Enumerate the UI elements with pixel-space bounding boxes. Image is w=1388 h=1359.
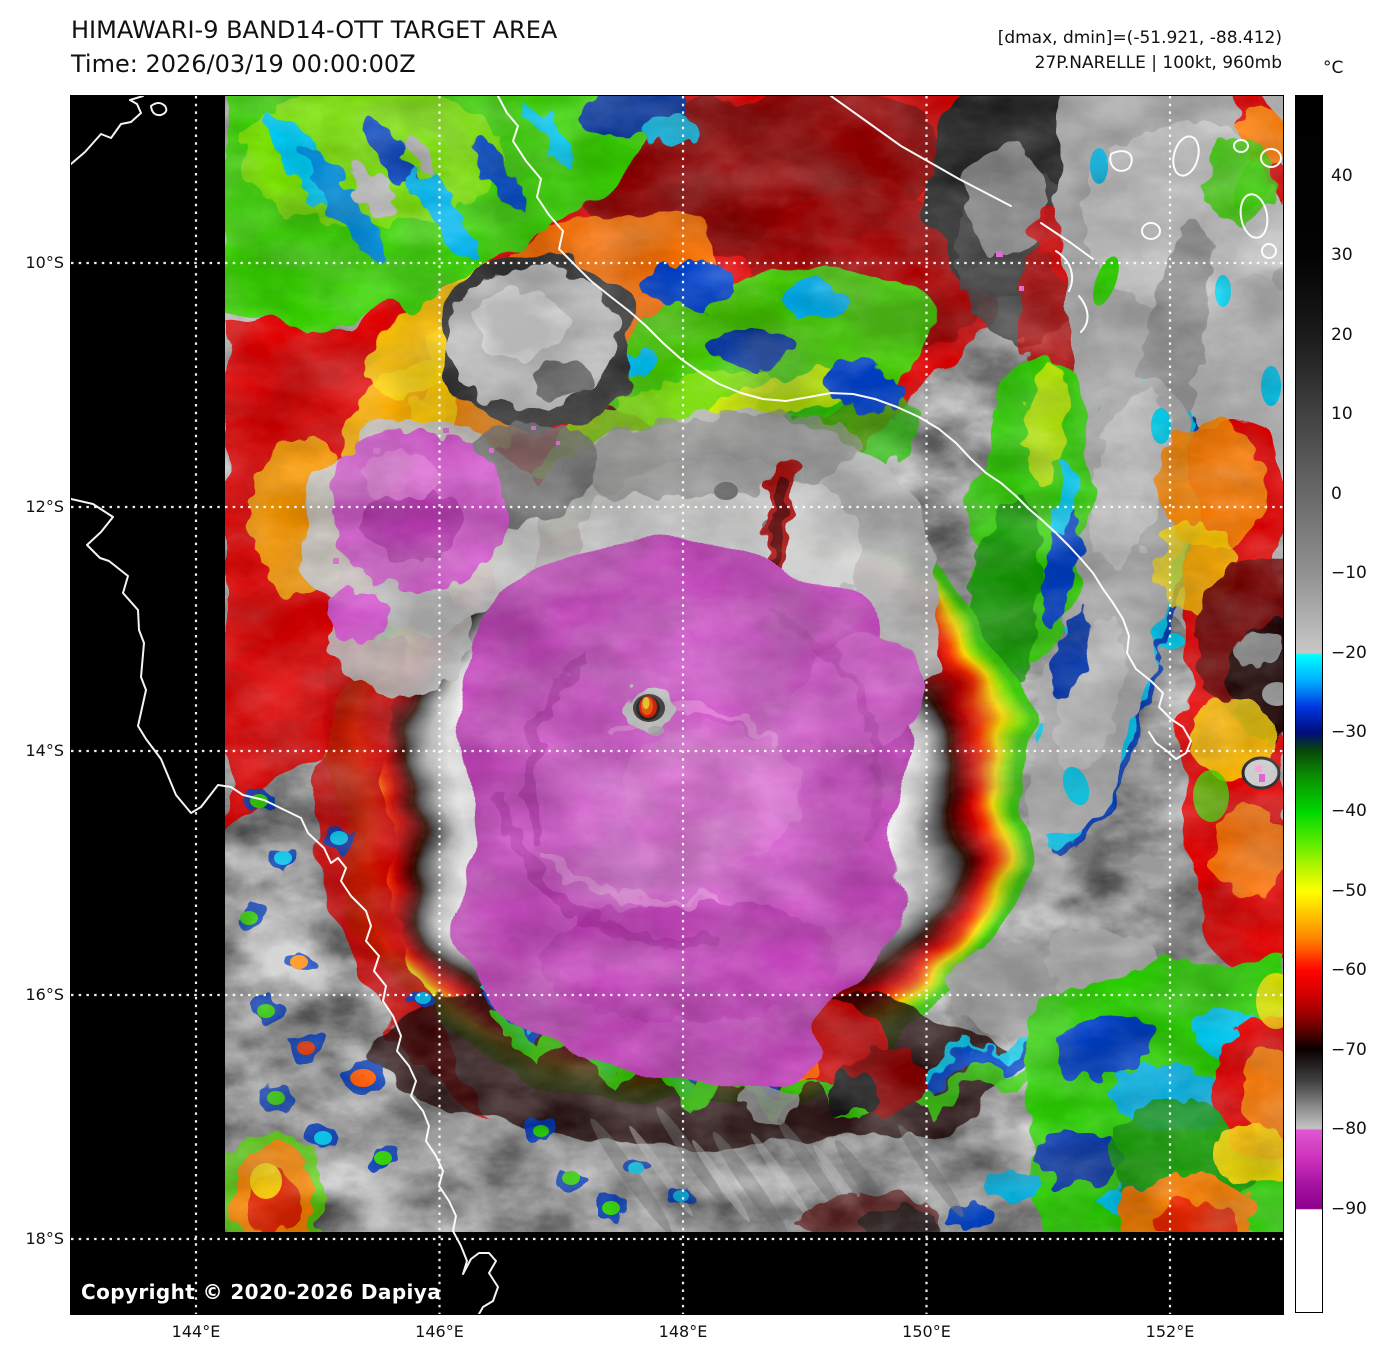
coastline-islet	[150, 102, 168, 117]
data-swath	[225, 96, 1283, 1232]
coastline-island	[1260, 148, 1282, 168]
coastline-queensland	[71, 498, 499, 1314]
colorbar	[1295, 95, 1323, 1313]
page-title: HIMAWARI-9 BAND14-OTT TARGET AREA	[71, 16, 558, 44]
lon-tick-label: 144°E	[171, 1322, 221, 1341]
coastline-cape-york-tip	[71, 96, 144, 165]
colorbar-tick-label: −90	[1331, 1198, 1367, 1219]
colorbar-tick-label: −40	[1331, 801, 1367, 822]
lat-tick-label: 10°S	[25, 253, 64, 272]
lon-tick-label: 146°E	[415, 1322, 464, 1341]
colorbar-tick-label: −10	[1331, 563, 1367, 584]
coastline-png-south	[497, 96, 1192, 760]
colorbar-tick-label: 0	[1331, 483, 1342, 504]
coastline-island	[1172, 135, 1200, 177]
lon-tick-label: 152°E	[1145, 1322, 1195, 1341]
colorbar-tick-label: 40	[1331, 165, 1353, 186]
colorbar-tick-label: 20	[1331, 324, 1353, 345]
lat-tick-label: 18°S	[25, 1229, 64, 1248]
colorbar-unit-label: °C	[1323, 58, 1344, 78]
coastline-island	[1239, 193, 1269, 239]
satellite-image	[71, 96, 1283, 1314]
colorbar-tick-label: 30	[1331, 245, 1353, 266]
grid-lines	[71, 96, 1283, 1314]
lon-tick-label: 150°E	[902, 1322, 951, 1341]
coastline-island	[1233, 139, 1249, 153]
lat-tick-label: 16°S	[25, 985, 64, 1004]
colorbar-tick-label: −60	[1331, 960, 1367, 981]
header-right: [dmax, dmin]=(-51.921, -88.412) 27P.NARE…	[998, 26, 1282, 76]
coastline-island	[1261, 243, 1277, 259]
data-swath-shape	[225, 96, 1283, 1232]
colorbar-tick-label: −80	[1331, 1119, 1367, 1140]
coastline-island	[1141, 222, 1161, 240]
colorbar-tick-label: −30	[1331, 722, 1367, 742]
colorbar-tick-label: −50	[1331, 880, 1367, 901]
lat-tick-label: 14°S	[25, 741, 64, 760]
map-plot: Copyright © 2020-2026 Dapiya	[70, 95, 1284, 1315]
copyright-label: Copyright © 2020-2026 Dapiya	[81, 1280, 442, 1304]
coastline-island	[1109, 150, 1133, 172]
storm-info-label: 27P.NARELLE | 100kt, 960mb	[1034, 53, 1282, 73]
lat-tick-label: 12°S	[25, 497, 64, 516]
coastline-png-north	[830, 96, 1094, 333]
colorbar-tick-label: −70	[1331, 1039, 1367, 1060]
colorbar-tick-label: −20	[1331, 642, 1367, 663]
colorbar-tick-label: 10	[1331, 404, 1353, 425]
dmax-dmin-label: [dmax, dmin]=(-51.921, -88.412)	[997, 28, 1282, 48]
time-label: Time: 2026/03/19 00:00:00Z	[71, 50, 416, 78]
lon-tick-label: 148°E	[658, 1322, 708, 1341]
coastlines	[71, 96, 1282, 1314]
